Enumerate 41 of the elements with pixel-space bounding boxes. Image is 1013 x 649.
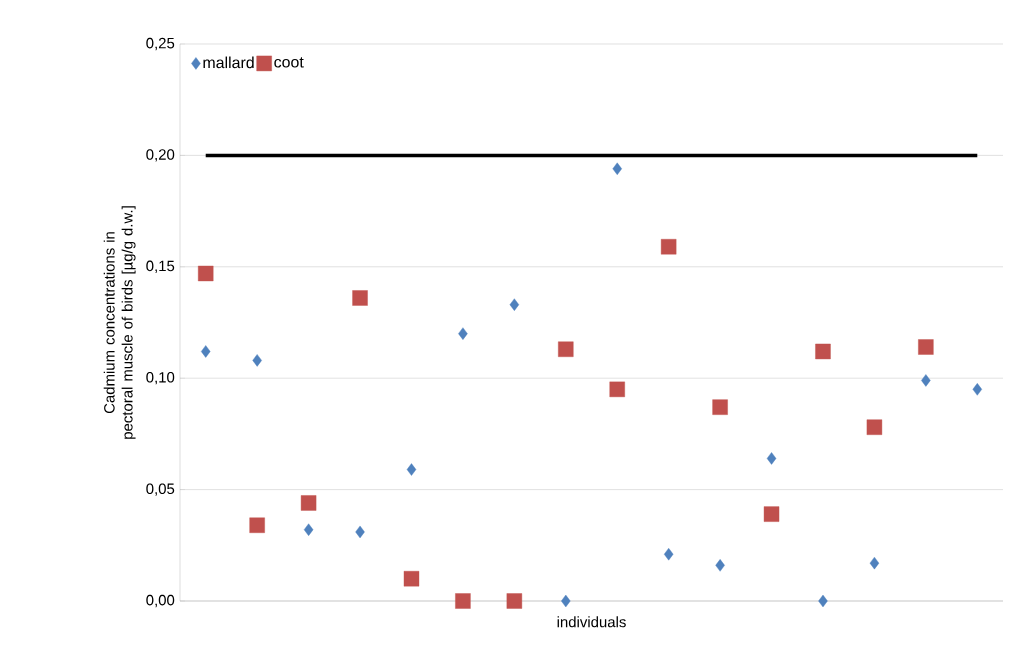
y-axis-title: Cadmium concentrations in pectoral muscle of birds [µg/g d.w.] xyxy=(103,206,136,439)
point xyxy=(352,290,368,306)
point xyxy=(818,594,828,608)
point xyxy=(715,559,725,572)
point xyxy=(458,327,468,340)
point xyxy=(660,239,677,255)
point xyxy=(763,506,780,522)
point xyxy=(506,593,523,609)
point xyxy=(921,374,931,387)
point xyxy=(815,343,831,360)
point xyxy=(403,571,420,587)
x-axis-title: individuals xyxy=(557,616,626,628)
point xyxy=(201,345,211,358)
point xyxy=(249,517,265,533)
point xyxy=(612,162,622,175)
point xyxy=(355,525,365,539)
point xyxy=(918,339,934,355)
point xyxy=(252,354,262,367)
point xyxy=(609,381,625,398)
legend-label: coot xyxy=(274,57,304,68)
point xyxy=(509,298,520,311)
legend-label: mallard xyxy=(203,56,254,69)
point xyxy=(972,383,982,396)
y-tick-label: 0,15 xyxy=(146,260,175,273)
point xyxy=(866,419,883,435)
y-tick-label: 0,20 xyxy=(146,149,175,162)
y-tick-label: 0,10 xyxy=(146,372,175,385)
y-tick-label: 0,25 xyxy=(146,37,175,51)
point xyxy=(561,594,571,608)
point xyxy=(766,452,777,465)
point xyxy=(198,265,214,282)
point xyxy=(455,593,471,609)
point xyxy=(406,463,417,476)
point xyxy=(663,548,674,561)
point xyxy=(869,556,880,570)
y-tick-label: 0,00 xyxy=(146,594,175,608)
point xyxy=(558,341,574,357)
point xyxy=(303,523,314,536)
point xyxy=(300,495,317,511)
y-tick-label: 0,05 xyxy=(146,483,175,496)
point xyxy=(712,399,728,415)
